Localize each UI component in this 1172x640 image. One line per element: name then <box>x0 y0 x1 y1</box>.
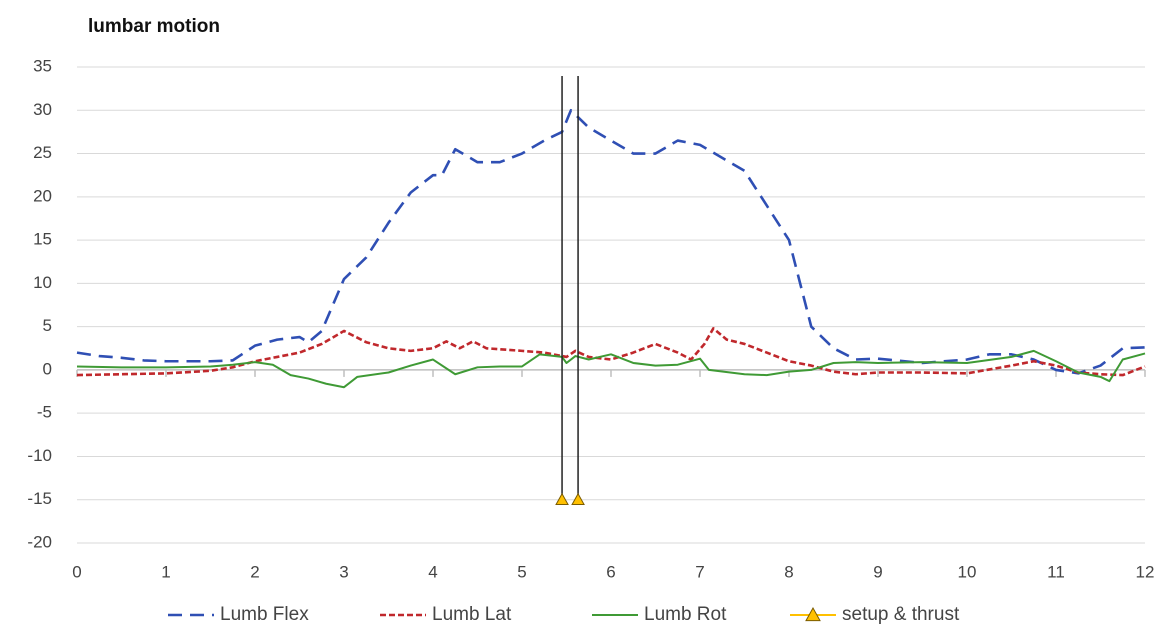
y-tick-label: -15 <box>27 489 52 508</box>
y-tick-label: 15 <box>33 230 52 249</box>
x-tick-label: 11 <box>1047 562 1065 581</box>
y-tick-label: -20 <box>27 532 52 551</box>
y-tick-label: 20 <box>33 186 52 205</box>
y-tick-label: -5 <box>37 403 52 422</box>
y-tick-label: -10 <box>27 446 52 465</box>
y-tick-label: 30 <box>33 100 52 119</box>
legend-label: setup & thrust <box>842 604 960 625</box>
legend-label: Lumb Flex <box>220 604 309 625</box>
x-tick-label: 0 <box>72 562 81 581</box>
legend-label: Lumb Lat <box>432 604 512 625</box>
legend-label: Lumb Rot <box>644 604 727 625</box>
x-tick-label: 12 <box>1136 562 1155 581</box>
marker <box>555 492 569 506</box>
y-tick-label: 25 <box>33 143 52 162</box>
series-line <box>76 349 1146 389</box>
y-tick-label: 5 <box>43 316 52 335</box>
x-tick-label: 10 <box>958 562 977 581</box>
x-tick-label: 3 <box>339 562 348 581</box>
series-line <box>76 108 1146 375</box>
legend-marker <box>805 606 821 622</box>
x-tick-label: 7 <box>695 562 704 581</box>
x-tick-label: 4 <box>428 562 437 581</box>
x-tick-label: 5 <box>517 562 526 581</box>
x-tick-label: 2 <box>250 562 259 581</box>
x-tick-label: 1 <box>161 562 170 581</box>
x-tick-label: 8 <box>784 562 793 581</box>
chart-title: lumbar motion <box>88 16 220 37</box>
y-tick-label: 35 <box>33 56 52 75</box>
series-line <box>76 327 1146 377</box>
y-tick-label: 0 <box>43 359 52 378</box>
y-tick-label: 10 <box>33 273 52 292</box>
x-tick-label: 9 <box>873 562 882 581</box>
marker <box>571 492 585 506</box>
x-tick-label: 6 <box>606 562 615 581</box>
